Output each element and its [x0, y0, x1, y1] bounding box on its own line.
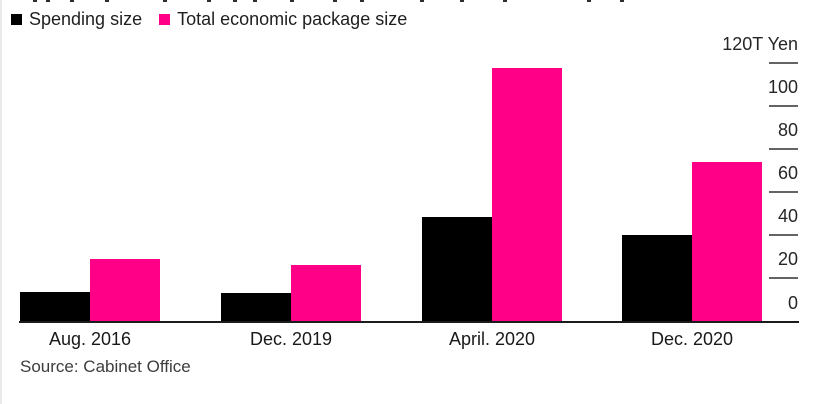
- cropped-text-fragment: [503, 0, 507, 2]
- y-axis-tick-dash: [769, 234, 798, 236]
- y-axis-tick-dash: [769, 148, 798, 150]
- square-swatch-icon: [11, 13, 22, 25]
- bar-total-package-size: [492, 68, 562, 321]
- cropped-text-fragment: [163, 0, 167, 2]
- cropped-text-fragment: [360, 0, 364, 2]
- y-axis-tick-label: 100: [767, 77, 798, 97]
- cropped-text-fragment: [290, 0, 294, 2]
- y-axis-tick-label: 80: [777, 120, 798, 140]
- x-axis-category-label: April. 2020: [448, 329, 536, 349]
- x-axis-category-label: Dec. 2020: [650, 329, 734, 349]
- y-axis-tick-label: 60: [777, 163, 798, 183]
- legend-label: Total economic package size: [177, 9, 408, 29]
- y-axis-tick-label: 0: [787, 293, 798, 313]
- source-note: Source: Cabinet Office: [20, 357, 191, 376]
- square-swatch-icon: [159, 13, 171, 25]
- bar-total-package-size: [692, 162, 762, 321]
- y-axis-tick-label: 20: [777, 249, 798, 269]
- y-axis-tick-dash: [769, 62, 798, 64]
- bar-spending-size: [622, 235, 692, 321]
- cropped-text-fragment: [253, 0, 257, 2]
- bar-total-package-size: [291, 265, 361, 321]
- cropped-text-fragment: [620, 0, 624, 2]
- y-axis-tick-dash: [769, 105, 798, 107]
- y-axis-tick-label: 40: [777, 206, 798, 226]
- x-axis-line: [19, 321, 799, 323]
- y-axis-tick-dash: [769, 191, 798, 193]
- cropped-text-fragment: [70, 0, 74, 2]
- legend-item-spending: Spending size: [11, 9, 142, 29]
- cropped-text-fragment: [333, 0, 337, 2]
- legend-label: Spending size: [29, 9, 143, 29]
- cropped-text-fragment: [460, 0, 464, 2]
- cropped-text-fragment: [587, 0, 591, 2]
- x-axis-category-label: Aug. 2016: [48, 329, 132, 349]
- legend-item-total-package: Total economic package size: [159, 9, 407, 29]
- window-left-edge: [0, 0, 2, 404]
- bar-total-package-size: [90, 259, 160, 321]
- bar-spending-size: [20, 292, 90, 321]
- cropped-text-fragment: [207, 0, 211, 2]
- chart-legend: Spending size Total economic package siz…: [11, 9, 407, 29]
- y-axis-tick-label: 120T Yen: [722, 34, 798, 54]
- x-axis-category-label: Dec. 2019: [249, 329, 333, 349]
- cropped-text-fragment: [33, 0, 37, 2]
- bar-spending-size: [422, 217, 492, 321]
- cropped-text-fragment: [420, 0, 424, 2]
- y-axis-tick-dash: [769, 277, 798, 279]
- cropped-text-fragment: [46, 0, 50, 2]
- cropped-text-fragment: [233, 0, 237, 2]
- cropped-text-fragment: [105, 0, 109, 2]
- bar-spending-size: [221, 293, 291, 321]
